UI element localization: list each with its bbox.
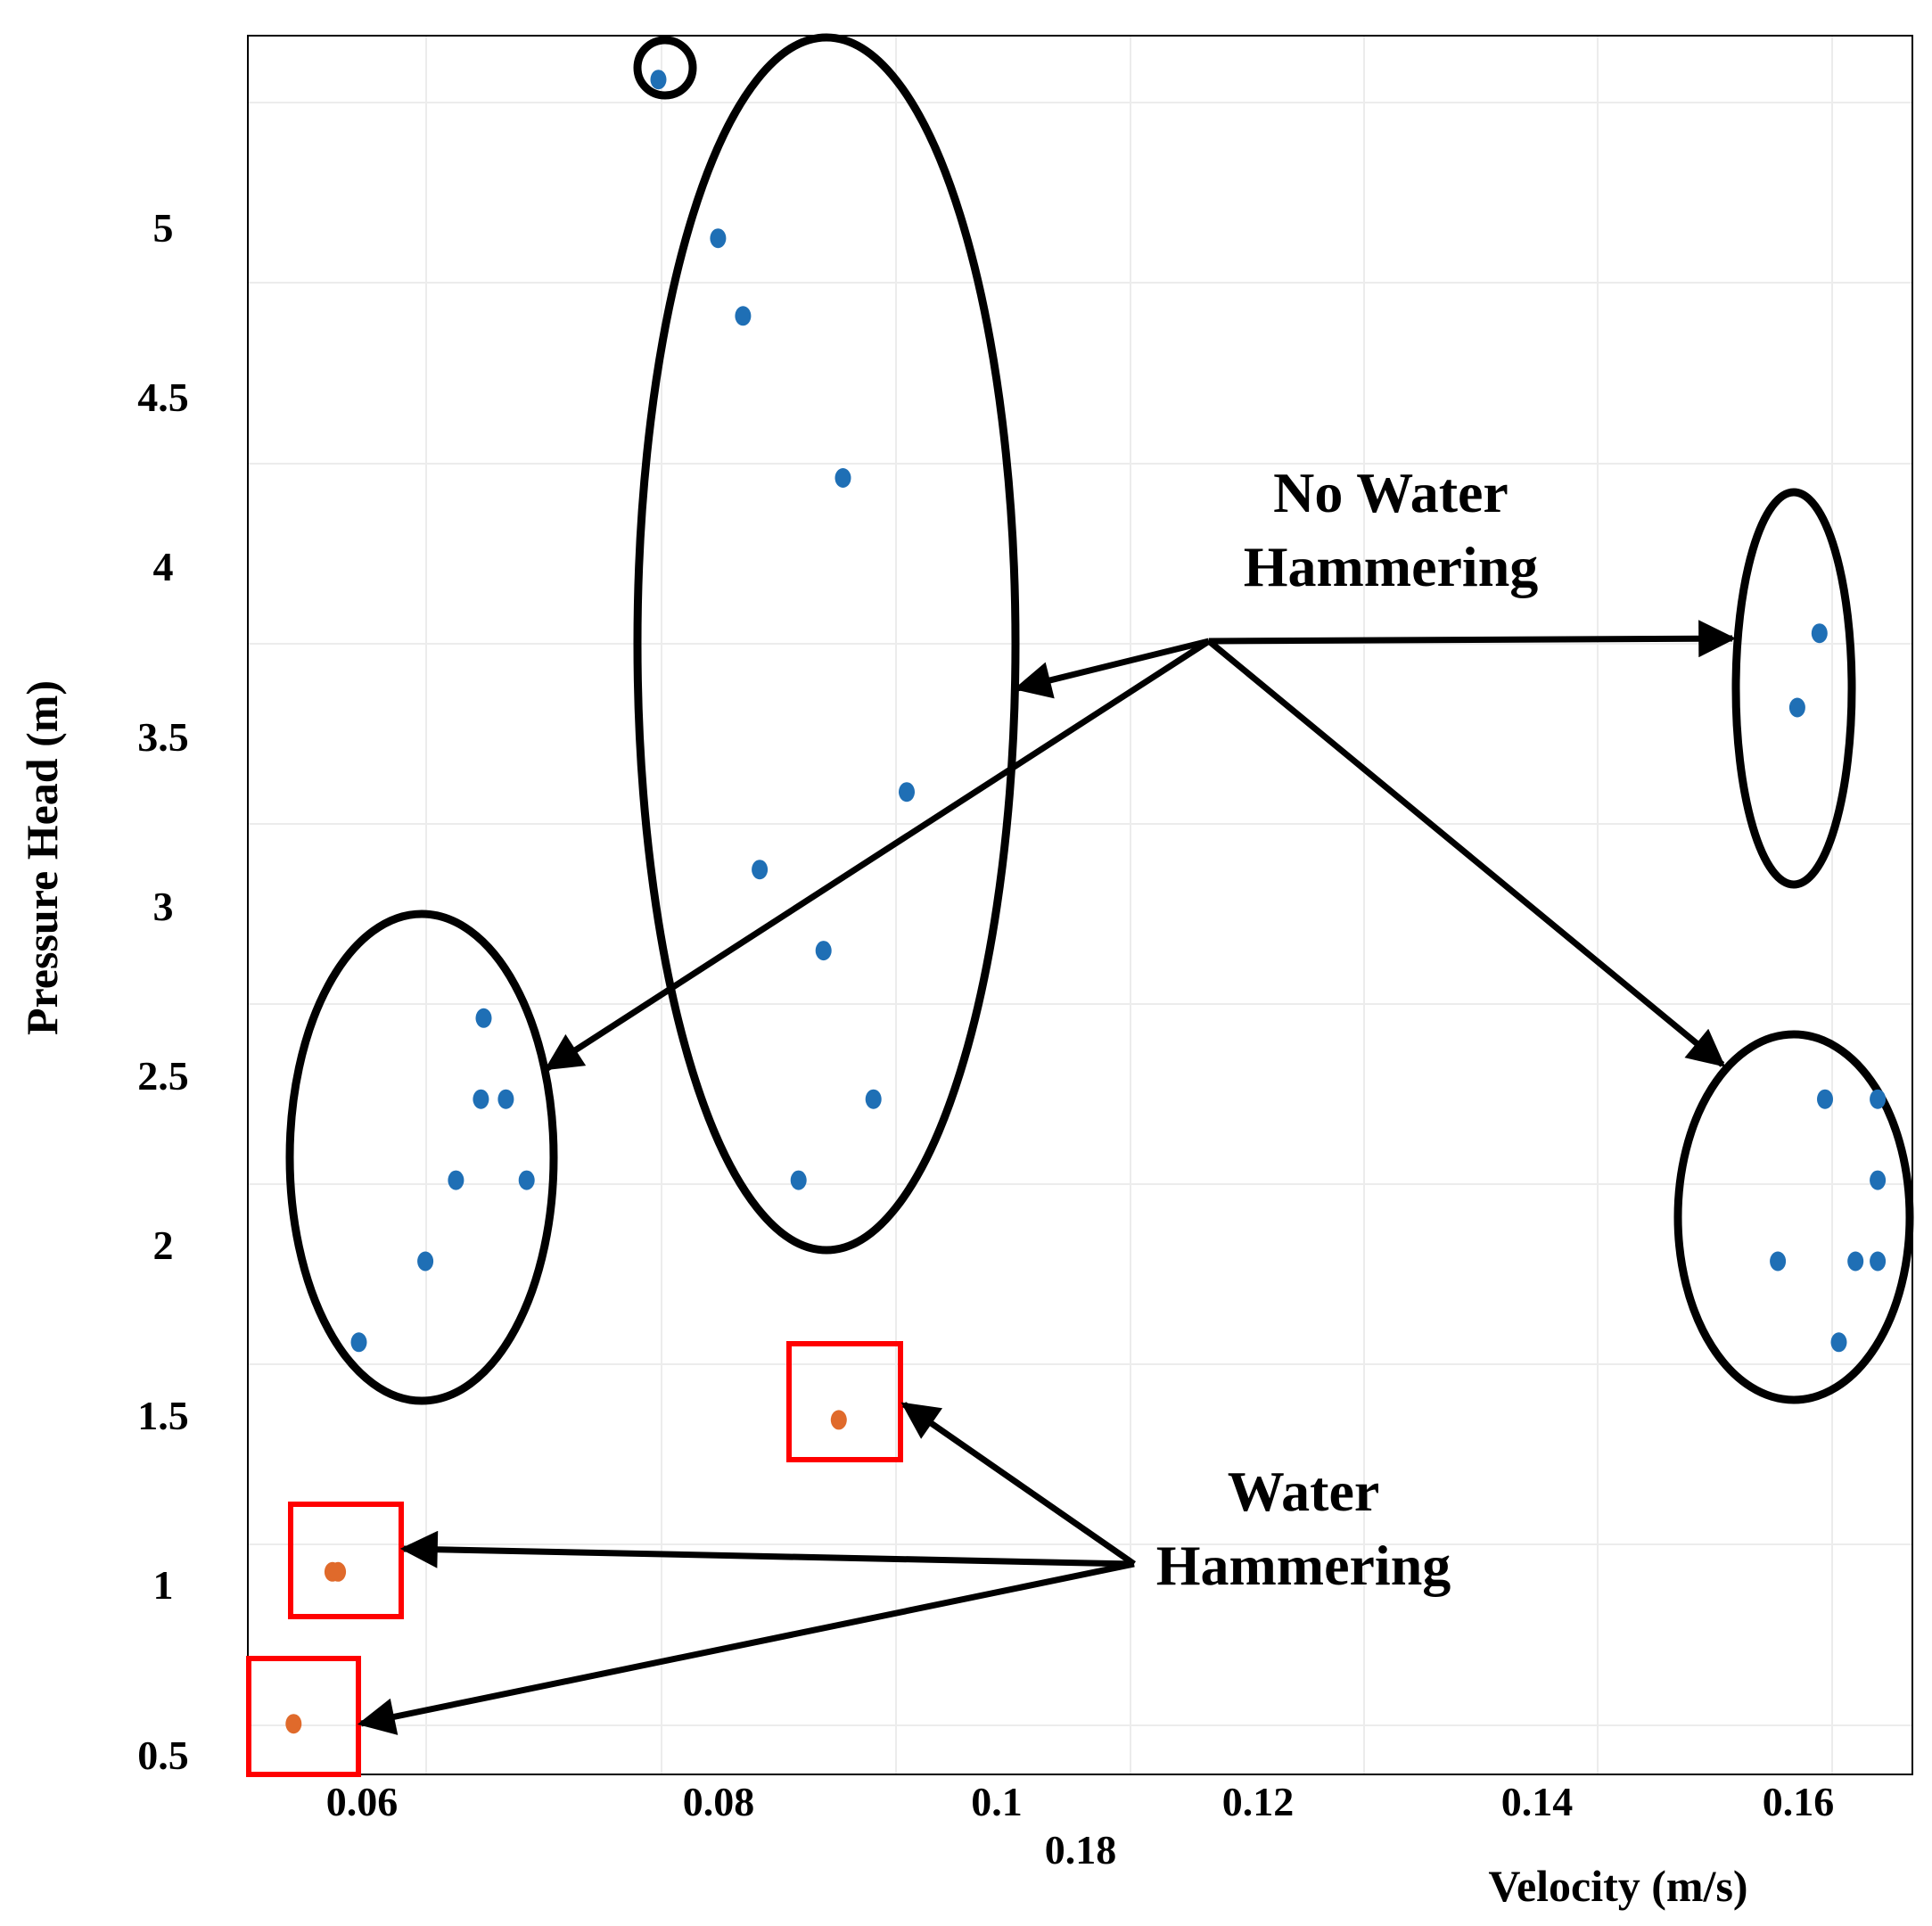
data-point-no-hammering <box>815 941 832 961</box>
data-point-water-hammering <box>285 1714 302 1734</box>
cluster-ellipse-top-point <box>633 36 697 100</box>
data-point-no-hammering <box>448 1170 465 1190</box>
hammer-box-middle <box>288 1502 404 1619</box>
data-point-no-hammering <box>1847 1251 1864 1272</box>
annotation-water-line1: Water <box>1228 1460 1380 1523</box>
cluster-ellipses <box>285 33 1914 1405</box>
arrow-to-left-cluster <box>544 638 1211 1071</box>
data-point-no-hammering <box>1830 1332 1847 1353</box>
y-tick-label: 3.5 <box>137 714 189 760</box>
arrow-to-center-cluster <box>1013 638 1210 699</box>
x-tick-label: 0.06 <box>326 1779 399 1824</box>
data-point-no-hammering <box>473 1089 489 1109</box>
data-points <box>285 70 1887 1734</box>
data-point-no-hammering <box>475 1008 492 1028</box>
data-point-water-hammering <box>330 1561 347 1582</box>
y-tick-label: 2 <box>153 1222 174 1268</box>
data-point-no-hammering <box>417 1251 434 1272</box>
annotation-water-line2: Hammering <box>1156 1534 1451 1597</box>
data-point-no-hammering <box>1770 1251 1787 1272</box>
data-point-no-hammering <box>1788 697 1805 718</box>
x-tick-label-extra: 0.18 <box>1045 1827 1117 1872</box>
y-tick-label: 4 <box>153 544 174 589</box>
data-point-no-hammering <box>865 1089 882 1109</box>
data-point-no-hammering <box>1870 1089 1887 1109</box>
y-tick-label: 4.5 <box>137 374 189 420</box>
arrow-to-right-upper-cluster <box>1208 620 1737 658</box>
x-tick-label: 0.16 <box>1763 1779 1835 1824</box>
plot-frame <box>247 35 1913 1775</box>
data-point-no-hammering <box>899 782 915 802</box>
annotation-arrows <box>357 620 1737 1735</box>
data-point-no-hammering <box>518 1170 535 1190</box>
y-tick-label: 5 <box>153 205 174 251</box>
arrow-to-hammer-middle <box>399 1530 1135 1568</box>
data-point-no-hammering <box>350 1332 367 1353</box>
data-point-no-hammering <box>1870 1170 1887 1190</box>
hammer-box-bottom <box>246 1656 361 1777</box>
y-axis-ticks: 0.5 1 1.5 2 2.5 3 3.5 4 4.5 5 <box>137 205 189 1778</box>
x-axis-ticks: 0.06 0.08 0.1 0.12 0.14 0.16 0.18 <box>326 1779 1835 1872</box>
data-point-no-hammering <box>790 1170 807 1190</box>
y-axis-title: Pressure Head (m) <box>17 680 67 1035</box>
arrow-to-hammer-top <box>900 1402 1136 1567</box>
data-point-no-hammering <box>752 860 769 880</box>
y-tick-label: 1.5 <box>137 1393 189 1438</box>
data-point-water-hammering <box>830 1410 847 1430</box>
data-point-no-hammering <box>735 306 752 326</box>
data-point-no-hammering <box>650 70 667 90</box>
x-tick-label: 0.12 <box>1222 1779 1295 1824</box>
cluster-ellipse-right-lower <box>1673 1030 1914 1404</box>
cluster-ellipse-center <box>633 33 1020 1255</box>
arrow-to-hammer-bottom <box>357 1560 1135 1735</box>
data-point-no-hammering <box>834 468 851 488</box>
y-tick-label: 3 <box>153 884 174 929</box>
y-tick-label: 1 <box>153 1562 174 1608</box>
cluster-ellipse-left <box>285 910 558 1405</box>
annotation-no-water-line1: No Water <box>1273 461 1509 524</box>
data-point-no-hammering <box>1870 1251 1887 1272</box>
x-tick-label: 0.14 <box>1501 1779 1574 1824</box>
x-axis-title: Velocity (m/s) <box>1488 1861 1747 1911</box>
x-tick-label: 0.1 <box>971 1779 1023 1824</box>
y-tick-label: 2.5 <box>137 1053 189 1099</box>
x-tick-label: 0.08 <box>683 1779 755 1824</box>
y-tick-label: 0.5 <box>137 1733 189 1778</box>
annotation-no-water-line2: Hammering <box>1244 535 1539 598</box>
data-point-no-hammering <box>1817 1089 1833 1109</box>
cluster-ellipse-right-upper <box>1731 488 1856 889</box>
hammer-box-top <box>786 1341 903 1462</box>
data-point-no-hammering <box>1811 623 1828 644</box>
data-point-no-hammering <box>710 228 727 249</box>
grid-lines <box>248 36 1912 1774</box>
arrow-to-right-lower-cluster <box>1206 638 1726 1067</box>
data-point-no-hammering <box>497 1089 514 1109</box>
